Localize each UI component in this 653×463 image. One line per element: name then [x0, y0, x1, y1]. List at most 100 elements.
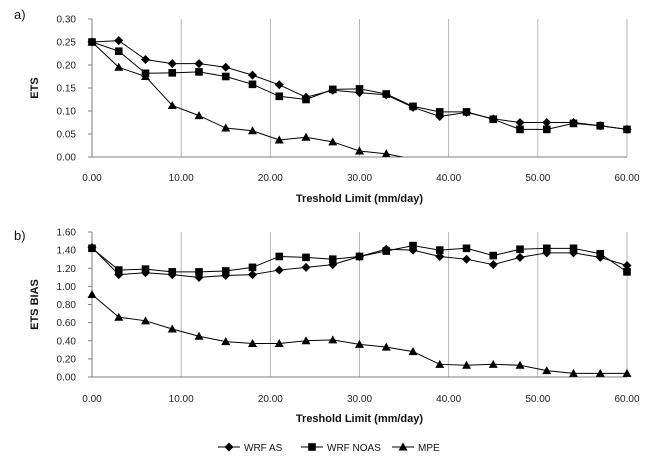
- data-point: [595, 368, 605, 377]
- data-point: [195, 268, 203, 276]
- x-tick-label: 20.00: [258, 394, 283, 405]
- data-point: [488, 359, 498, 368]
- data-point: [489, 251, 498, 260]
- data-point: [462, 108, 471, 116]
- x-tick-label: 20.00: [258, 173, 283, 184]
- data-point: [382, 90, 391, 98]
- data-point: [516, 245, 524, 254]
- data-point: [221, 72, 230, 81]
- legend-marker: [308, 443, 316, 451]
- series-wrf-noas: [88, 241, 631, 276]
- legend-marker: [398, 442, 408, 451]
- data-point: [114, 47, 123, 55]
- data-point: [409, 241, 417, 250]
- data-point: [141, 54, 150, 64]
- data-point: [515, 118, 525, 127]
- data-point: [114, 266, 123, 274]
- data-point: [114, 312, 124, 321]
- data-point: [248, 80, 257, 89]
- x-tick-label: 50.00: [525, 173, 550, 184]
- data-point: [221, 337, 231, 346]
- data-point: [141, 72, 150, 80]
- x-tick-label: 30.00: [347, 394, 372, 405]
- data-point: [302, 253, 310, 262]
- legend-marker: [224, 442, 234, 452]
- data-point: [516, 125, 524, 134]
- data-point: [622, 261, 632, 271]
- data-point: [488, 260, 498, 270]
- data-point: [221, 62, 231, 72]
- data-point: [435, 108, 444, 116]
- data-point: [248, 126, 257, 135]
- data-point: [248, 70, 257, 80]
- panel-label: a): [14, 7, 26, 22]
- data-point: [301, 132, 311, 141]
- data-point: [194, 59, 204, 69]
- legend-entry-mpe: MPE: [392, 442, 440, 454]
- y-tick-label: 0.20: [57, 61, 77, 72]
- data-point: [221, 267, 230, 275]
- x-tick-label: 60.00: [614, 173, 639, 184]
- x-tick-label: 60.00: [614, 394, 639, 405]
- data-point: [248, 270, 257, 280]
- data-point: [328, 137, 338, 146]
- y-tick-label: 0.80: [57, 300, 77, 311]
- data-point: [274, 80, 284, 90]
- data-point: [489, 115, 498, 124]
- data-point: [141, 265, 150, 273]
- legend-entry-wrf-as: WRF AS: [218, 442, 283, 454]
- data-point: [168, 69, 177, 77]
- data-point: [88, 244, 96, 253]
- data-point: [623, 268, 631, 276]
- data-point: [623, 125, 631, 134]
- data-point: [194, 111, 204, 120]
- data-point: [462, 244, 471, 253]
- data-point: [328, 335, 338, 344]
- data-point: [462, 254, 471, 264]
- data-point: [274, 265, 284, 275]
- data-point: [167, 324, 177, 333]
- data-point: [114, 62, 124, 71]
- x-tick-label: 10.00: [169, 394, 194, 405]
- data-point: [248, 338, 257, 347]
- data-point: [168, 268, 177, 276]
- data-point: [515, 360, 525, 369]
- data-point: [274, 338, 284, 347]
- data-point: [596, 249, 605, 258]
- data-point: [301, 262, 311, 272]
- data-point: [542, 366, 552, 375]
- data-point: [248, 263, 257, 272]
- data-point: [408, 347, 418, 356]
- data-point: [569, 368, 578, 377]
- series-mpe: [87, 37, 627, 157]
- data-point: [195, 68, 203, 76]
- panel-a-ets: 0.00 10.00 20.00 30.00 40.00 50.00 60.00 0.00 0.…: [14, 7, 640, 205]
- data-point: [87, 290, 97, 299]
- data-point: [462, 360, 471, 369]
- data-point: [542, 125, 551, 134]
- data-point: [141, 316, 150, 325]
- data-point: [435, 251, 445, 261]
- data-point: [435, 359, 445, 368]
- x-tick-label: 50.00: [525, 394, 550, 405]
- data-point: [596, 121, 605, 130]
- data-point: [409, 102, 417, 111]
- legend-label: WRF NOAS: [327, 443, 381, 454]
- legend-label: MPE: [418, 443, 440, 454]
- y-tick-label: 1.00: [57, 282, 77, 293]
- y-tick-label: 0.05: [57, 130, 77, 141]
- y-axis-title: ETS: [29, 77, 41, 98]
- data-point: [569, 244, 578, 253]
- data-point: [542, 244, 551, 253]
- data-point: [328, 255, 337, 263]
- x-tick-label: 40.00: [436, 173, 461, 184]
- data-point: [87, 37, 97, 46]
- y-tick-label: 1.20: [57, 264, 77, 275]
- legend: WRF AS WRF NOAS MPE: [218, 442, 440, 454]
- data-point: [114, 36, 124, 46]
- data-point: [355, 252, 364, 261]
- data-point: [569, 119, 578, 128]
- y-tick-label: 0.10: [57, 107, 77, 118]
- data-point: [355, 146, 364, 155]
